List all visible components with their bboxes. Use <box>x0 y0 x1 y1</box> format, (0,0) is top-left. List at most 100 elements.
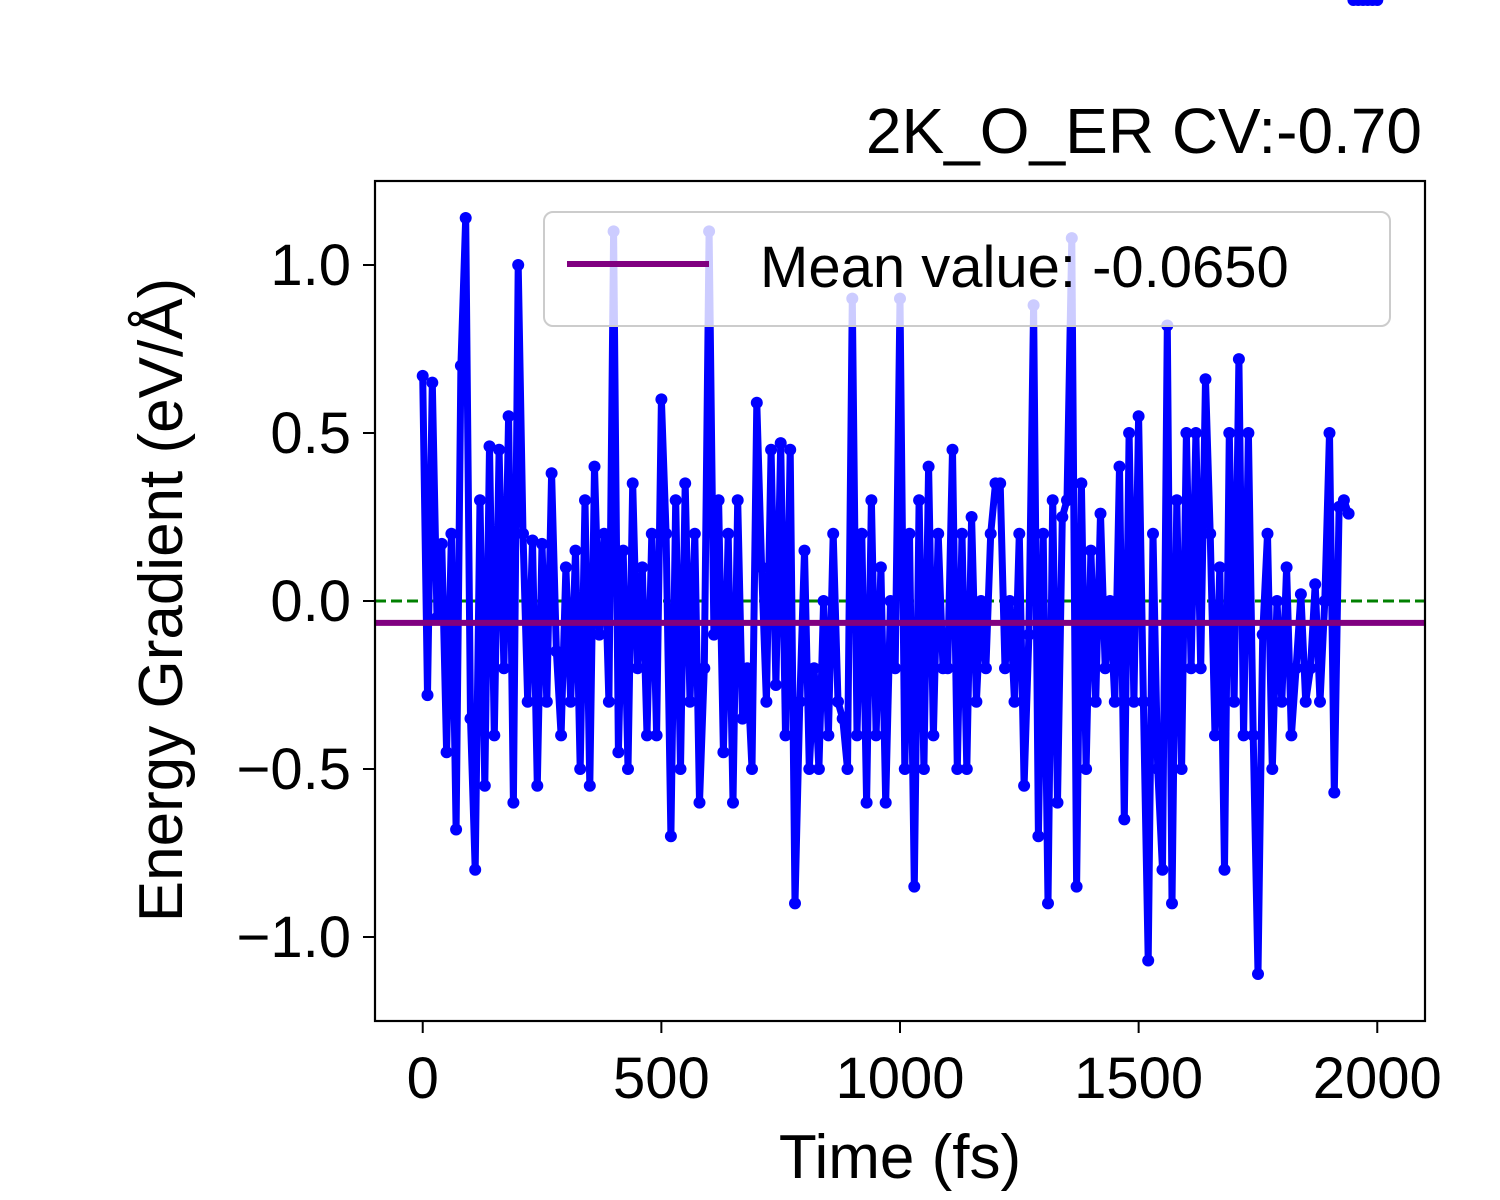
data-point <box>1051 796 1064 809</box>
data-point <box>727 796 739 809</box>
data-point <box>1032 830 1045 843</box>
data-point <box>774 437 787 450</box>
legend-label: Mean value: -0.0650 <box>760 235 1289 300</box>
data-point <box>1142 954 1155 967</box>
data-point <box>421 689 434 702</box>
legend: Mean value: -0.0650 <box>543 211 1391 327</box>
data-point <box>445 527 458 540</box>
data-point <box>1137 695 1150 708</box>
data-point <box>598 527 611 540</box>
data-point <box>956 527 968 540</box>
data-point <box>483 440 496 453</box>
data-point <box>1075 477 1088 490</box>
data-point <box>631 662 644 675</box>
data-point <box>693 796 706 809</box>
data-point <box>870 729 883 742</box>
data-point <box>1170 494 1183 507</box>
data-point <box>817 595 830 607</box>
x-axis-ticks: 0 500 1000 1500 2000 <box>407 1021 1442 1111</box>
data-point <box>540 695 553 708</box>
data-point <box>684 695 696 708</box>
data-point <box>746 763 758 775</box>
data-point <box>1166 897 1178 910</box>
data-point <box>793 695 806 708</box>
data-point <box>1209 729 1221 742</box>
data-point <box>1061 494 1073 507</box>
data-point <box>908 880 921 893</box>
data-point <box>736 712 749 725</box>
data-point <box>750 396 763 409</box>
data-point <box>1056 511 1069 523</box>
data-point <box>889 662 902 675</box>
data-point <box>1275 695 1288 708</box>
data-point <box>903 527 916 540</box>
data-point <box>440 746 453 759</box>
data-point <box>1285 729 1298 742</box>
data-point <box>1280 561 1293 574</box>
data-point <box>731 494 744 507</box>
data-point <box>1237 729 1250 742</box>
data-point <box>874 561 887 574</box>
x-tick-label: 2000 <box>1313 1046 1442 1111</box>
data-point <box>555 729 568 742</box>
data-point <box>1132 410 1145 423</box>
data-point <box>536 537 548 550</box>
data-point <box>798 544 811 557</box>
data-point <box>1247 729 1260 742</box>
x-tick-label: 1000 <box>835 1046 964 1111</box>
data-point <box>941 662 954 675</box>
data-point <box>884 595 897 607</box>
data-point <box>1204 527 1217 540</box>
data-point <box>645 527 658 540</box>
data-point <box>1242 427 1255 439</box>
data-point <box>1228 695 1241 708</box>
data-point <box>1118 813 1131 826</box>
data-point <box>1180 427 1193 439</box>
axes: 0 500 1000 1500 2000 −1.0 −0.5 0.0 0.5 1.0 <box>237 0 1442 1111</box>
data-point <box>1156 863 1169 876</box>
data-point <box>932 527 945 540</box>
data-point <box>636 561 649 574</box>
data-point <box>574 763 587 775</box>
data-point <box>1294 588 1307 601</box>
data-point <box>1123 427 1136 439</box>
data-point <box>917 763 930 775</box>
series-points <box>416 0 1384 980</box>
data-point <box>1008 695 1021 708</box>
data-point <box>521 695 534 708</box>
data-point <box>435 537 448 550</box>
data-point <box>1089 695 1102 708</box>
data-point <box>822 729 835 742</box>
data-point <box>1084 544 1097 557</box>
data-point <box>497 662 510 675</box>
data-point <box>583 779 596 792</box>
data-point <box>1175 763 1188 775</box>
data-point <box>1342 507 1355 520</box>
data-point <box>999 662 1011 675</box>
data-point <box>698 662 711 675</box>
x-tick-label: 1500 <box>1074 1046 1203 1111</box>
data-point <box>459 212 472 224</box>
data-point <box>860 796 873 809</box>
data-point <box>1290 662 1303 675</box>
data-point <box>1113 460 1126 473</box>
data-point <box>1080 763 1093 775</box>
data-point <box>1070 880 1083 893</box>
data-point <box>984 527 997 540</box>
data-point <box>488 729 501 742</box>
data-point <box>1304 662 1317 675</box>
y-axis-label: Energy Gradient (eV/Å) <box>127 278 196 922</box>
y-tick-label: 0.5 <box>270 401 351 466</box>
data-point <box>1042 897 1054 910</box>
data-point <box>1108 695 1121 708</box>
y-tick-label: −0.5 <box>237 737 352 802</box>
data-point <box>1199 373 1212 386</box>
data-point <box>1104 595 1116 607</box>
data-point <box>1223 427 1236 439</box>
data-point <box>545 467 558 480</box>
data-point <box>531 779 544 792</box>
y-tick-label: 1.0 <box>270 233 351 298</box>
data-point <box>1252 968 1264 980</box>
data-point <box>507 796 520 809</box>
